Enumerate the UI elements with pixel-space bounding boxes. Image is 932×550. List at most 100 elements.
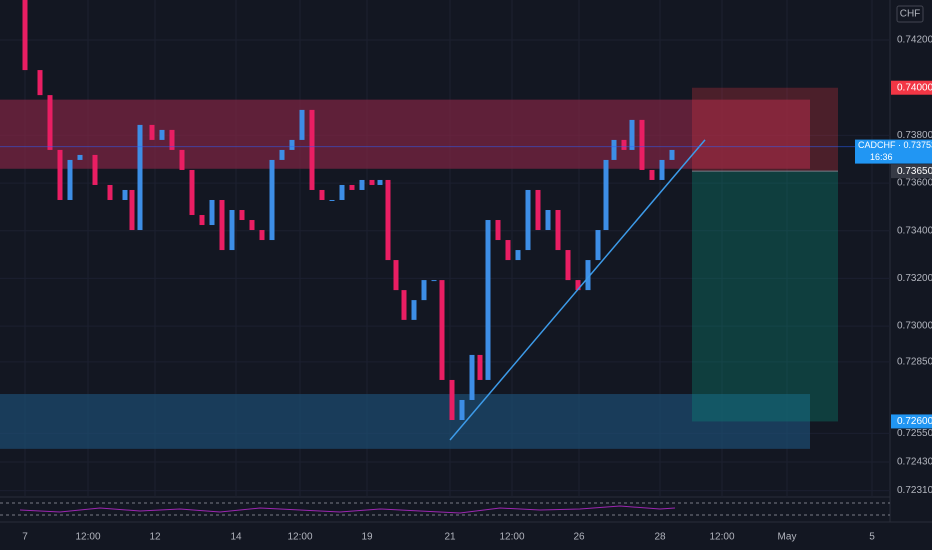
- target-price-badge: [891, 414, 932, 429]
- candle-body: [77, 154, 83, 160]
- candle-body: [239, 210, 245, 221]
- y-tick-label: 0.73000: [897, 321, 932, 332]
- stop-price-badge: [891, 80, 932, 95]
- supply-zone: [0, 99, 810, 169]
- candle-body: [555, 210, 561, 251]
- candle-body: [67, 159, 73, 200]
- x-tick-label: 19: [361, 532, 373, 543]
- candle-body: [349, 184, 355, 190]
- candle-body: [535, 189, 541, 231]
- candle-body: [299, 109, 305, 140]
- candle-body: [329, 199, 335, 201]
- x-tick-label: 12: [149, 532, 161, 543]
- candle-body: [92, 154, 98, 185]
- y-tick-label: 0.73200: [897, 273, 932, 284]
- x-tick-label: 12:00: [499, 532, 524, 543]
- y-tick-label: 0.72550: [897, 428, 932, 439]
- candle-body: [189, 169, 195, 216]
- candle-body: [449, 379, 455, 421]
- target-price-label: 0.72600: [897, 416, 932, 427]
- candle-body: [575, 280, 581, 291]
- y-tick-label: 0.73400: [897, 225, 932, 236]
- y-tick-label: 0.73600: [897, 178, 932, 189]
- candle-body: [477, 354, 483, 380]
- trendline: [449, 139, 706, 441]
- candle-body: [259, 230, 265, 241]
- candle-body: [669, 149, 675, 160]
- candle-body: [603, 159, 609, 231]
- x-tick-label: 28: [654, 532, 666, 543]
- stop-box: [692, 87, 838, 172]
- x-tick-label: 12:00: [709, 532, 734, 543]
- candle-body: [249, 220, 255, 231]
- candle-body: [107, 184, 113, 200]
- y-tick-label: 0.72850: [897, 356, 932, 367]
- x-tick-label: 21: [444, 532, 456, 543]
- candle-body: [585, 260, 591, 291]
- candle-body: [459, 399, 465, 421]
- candle-body: [149, 124, 155, 140]
- candle-body: [339, 184, 345, 200]
- candle-body: [621, 139, 627, 150]
- candle-body: [411, 300, 417, 320]
- rsi-line: [19, 505, 676, 514]
- candle-body: [359, 179, 365, 190]
- candle-body: [485, 220, 491, 380]
- candle-body: [639, 119, 645, 170]
- currency-label: CHF: [900, 9, 921, 20]
- candle-body: [129, 189, 135, 231]
- last-price-badge: [855, 139, 932, 164]
- candle-body: [47, 95, 53, 150]
- x-tick-label: 12:00: [75, 532, 100, 543]
- candle-body: [219, 199, 225, 251]
- y-tick-label: 0.72430: [897, 457, 932, 468]
- candle-body: [505, 240, 511, 261]
- x-tick-label: 14: [230, 532, 242, 543]
- candle-body: [525, 189, 531, 251]
- x-tick-label: May: [778, 532, 797, 543]
- candle-body: [649, 169, 655, 180]
- candle-body: [37, 70, 43, 96]
- candle-body: [469, 354, 475, 400]
- y-tick-label: 0.73800: [897, 130, 932, 141]
- candle-body: [319, 189, 325, 200]
- candle-body: [545, 210, 551, 231]
- candle-body: [159, 129, 165, 140]
- x-tick-label: 7: [22, 532, 28, 543]
- candle-body: [137, 124, 143, 231]
- candle-body: [229, 210, 235, 251]
- x-tick-label: 12:00: [287, 532, 312, 543]
- target-box: [692, 171, 838, 422]
- x-tick-label: 26: [573, 532, 585, 543]
- candle-body: [209, 199, 215, 226]
- candle-body: [369, 179, 375, 185]
- last-price-label: CADCHF · 0.73753: [858, 140, 932, 150]
- candle-body: [269, 159, 275, 241]
- candle-body: [199, 215, 205, 226]
- candle-body: [393, 260, 399, 291]
- candle-body: [385, 179, 391, 261]
- candle-body: [401, 290, 407, 320]
- candle-body: [431, 280, 437, 282]
- candle-body: [659, 159, 665, 180]
- candle-body: [169, 129, 175, 150]
- candle-body: [309, 109, 315, 190]
- candle-body: [122, 189, 128, 200]
- candle-body: [22, 0, 28, 71]
- candle-body: [421, 280, 427, 301]
- y-tick-label: 0.72310: [897, 485, 932, 496]
- candle-body: [439, 280, 445, 380]
- x-tick-label: 5: [869, 532, 875, 543]
- candle-body: [279, 149, 285, 160]
- candle-body: [565, 250, 571, 281]
- currency-badge: [896, 5, 924, 23]
- candle-body: [611, 139, 617, 160]
- entry-price-badge: [891, 164, 932, 179]
- candle-body: [515, 250, 521, 261]
- stop-price-label: 0.74000: [897, 82, 932, 93]
- candle-body: [629, 119, 635, 150]
- demand-zone: [0, 394, 810, 449]
- candle-body: [377, 179, 383, 185]
- entry-price-label: 0.73650: [897, 166, 932, 177]
